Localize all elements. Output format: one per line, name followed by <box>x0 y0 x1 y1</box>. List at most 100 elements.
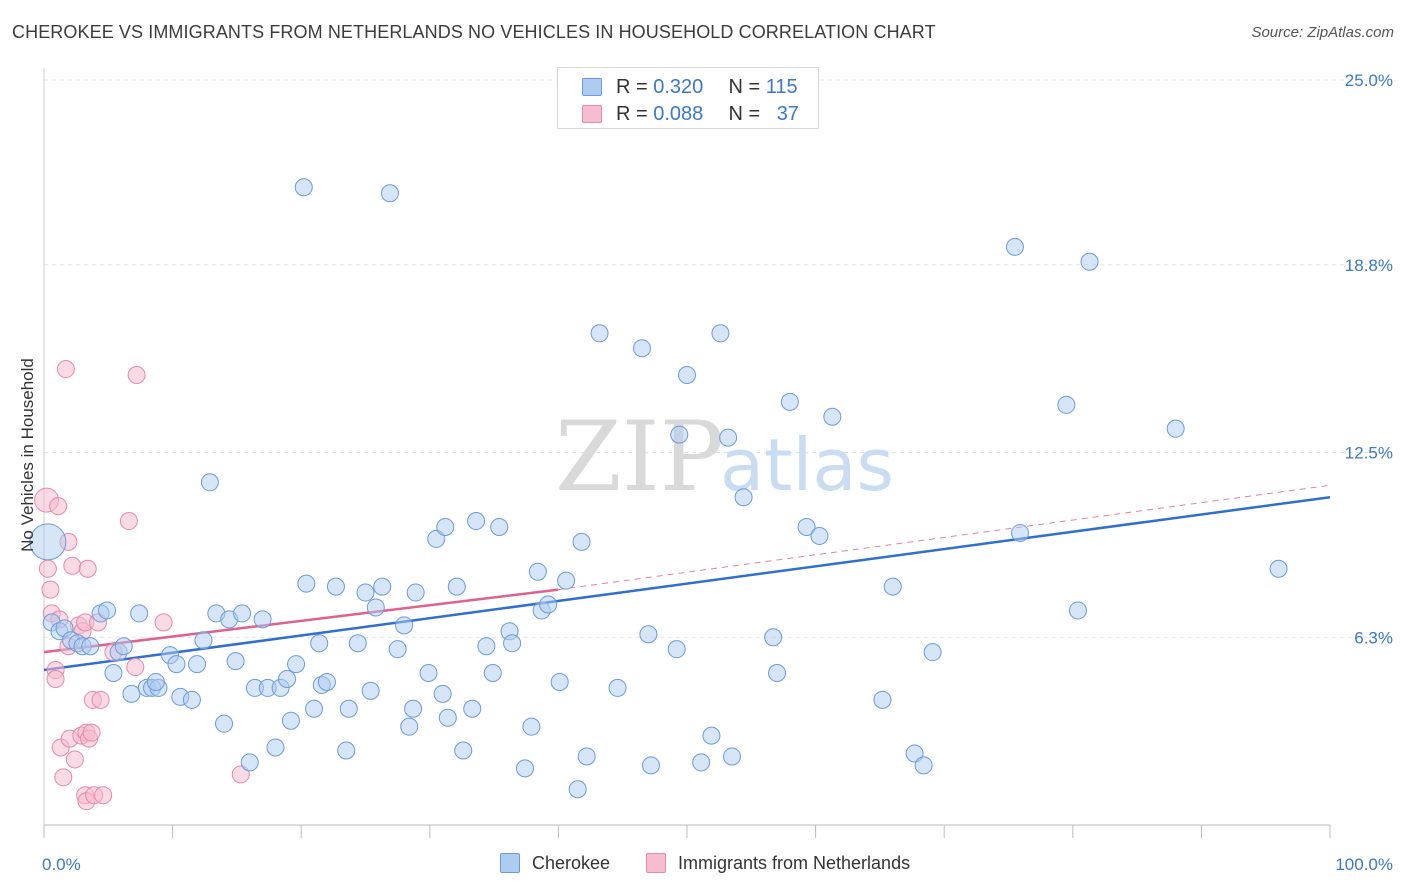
data-point-cherokee <box>723 747 742 766</box>
data-point-cherokee <box>356 583 375 602</box>
data-point-cherokee <box>557 571 576 590</box>
data-point-cherokee <box>438 708 457 727</box>
legend-n-value: 37 <box>776 103 799 125</box>
data-point-cherokee <box>188 655 207 674</box>
data-point-cherokee <box>522 717 541 736</box>
data-point-cherokee <box>503 634 522 653</box>
data-point-cherokee <box>483 664 502 683</box>
data-point-cherokee <box>467 512 486 531</box>
data-point-cherokee <box>114 637 133 656</box>
data-point-netherlands <box>91 690 110 709</box>
data-point-cherokee <box>348 634 367 653</box>
data-point-cherokee <box>711 324 730 343</box>
data-point-cherokee <box>388 640 407 659</box>
data-point-cherokee <box>608 678 627 697</box>
data-point-cherokee <box>433 684 452 703</box>
data-point-cherokee <box>326 577 345 596</box>
data-point-cherokee <box>194 631 213 650</box>
data-point-cherokee <box>317 672 336 691</box>
data-point-netherlands <box>126 658 145 677</box>
data-point-cherokee <box>182 690 201 709</box>
data-point-cherokee <box>447 577 466 596</box>
data-point-cherokee <box>419 664 438 683</box>
data-point-netherlands <box>63 556 82 575</box>
data-point-netherlands <box>119 512 138 531</box>
watermark-zip: ZIP <box>555 401 724 513</box>
data-point-cherokee <box>1269 559 1288 578</box>
legend-r-label: R = <box>616 76 654 98</box>
data-point-cherokee <box>1057 395 1076 414</box>
data-point-netherlands <box>78 559 97 578</box>
data-point-cherokee <box>477 637 496 656</box>
data-point-cherokee <box>639 625 658 644</box>
data-point-cherokee <box>463 699 482 718</box>
legend-r-label: R = <box>616 103 654 125</box>
y-tick-label: 18.8% <box>1345 256 1393 275</box>
data-point-cherokee <box>373 577 392 596</box>
data-point-cherokee <box>380 184 399 203</box>
data-point-netherlands <box>54 768 73 787</box>
data-point-cherokee <box>873 690 892 709</box>
data-point-cherokee <box>572 532 591 551</box>
data-point-cherokee <box>406 583 425 602</box>
data-point-cherokee <box>310 634 329 653</box>
data-point-cherokee <box>226 652 245 671</box>
data-point-netherlands <box>82 723 101 742</box>
data-point-cherokee <box>667 640 686 659</box>
data-point-cherokee <box>200 473 219 492</box>
legend-r-value: 0.320 <box>653 76 704 98</box>
data-point-cherokee <box>539 595 558 614</box>
data-point-cherokee <box>764 628 783 647</box>
data-point-cherokee <box>515 759 534 778</box>
legend-r-value: 0.088 <box>653 103 704 125</box>
y-tick-label: 25.0% <box>1345 71 1393 90</box>
data-point-cherokee <box>923 643 942 662</box>
x-tick-label: 0.0% <box>42 855 81 874</box>
y-tick-label: 12.5% <box>1345 444 1393 463</box>
legend-swatch-pink <box>646 853 666 873</box>
legend-swatch-blue <box>582 78 602 96</box>
data-point-cherokee <box>905 744 924 763</box>
data-point-cherokee <box>768 664 787 683</box>
legend-n-value: 115 <box>765 76 798 98</box>
data-point-cherokee <box>528 562 547 581</box>
data-point-cherokee <box>278 669 297 688</box>
data-point-cherokee <box>337 741 356 760</box>
data-point-netherlands <box>41 580 60 599</box>
legend-label-cherokee: Cherokee <box>532 853 611 873</box>
data-point-cherokee <box>339 699 358 718</box>
data-point-cherokee <box>404 699 423 718</box>
data-point-netherlands <box>231 765 250 784</box>
data-point-cherokee <box>692 753 711 772</box>
legend-swatch-blue <box>500 853 520 873</box>
data-point-cherokee <box>734 488 753 507</box>
data-point-netherlands <box>154 613 173 632</box>
watermark: ZIP atlas <box>555 401 894 513</box>
y-tick-label: 6.3% <box>1354 628 1393 647</box>
data-point-netherlands <box>49 497 68 516</box>
data-point-cherokee <box>1068 601 1087 620</box>
data-point-cherokee <box>366 598 385 617</box>
axes <box>43 68 1331 838</box>
data-point-cherokee <box>490 518 509 536</box>
data-point-cherokee <box>914 756 933 775</box>
data-point-cherokee <box>297 574 316 593</box>
legend-label-netherlands: Immigrants from Netherlands <box>678 853 911 873</box>
data-point-cherokee <box>215 714 234 733</box>
data-point-cherokee <box>577 747 596 766</box>
data-point-cherokee <box>823 407 842 426</box>
data-point-cherokee <box>883 577 902 596</box>
data-point-cherokee <box>122 684 141 703</box>
data-point-netherlands <box>127 366 146 385</box>
data-point-netherlands <box>94 786 113 805</box>
trend-line-cherokee <box>43 495 1331 672</box>
data-point-cherokee <box>240 753 259 772</box>
data-point-cherokee <box>1166 419 1185 438</box>
data-point-netherlands <box>38 559 57 578</box>
data-point-cherokee <box>670 425 689 444</box>
source-credit: Source: ZipAtlas.com <box>1251 24 1394 41</box>
data-point-cherokee <box>253 610 272 629</box>
data-point-cherokee <box>287 655 306 674</box>
data-point-cherokee <box>104 664 123 683</box>
